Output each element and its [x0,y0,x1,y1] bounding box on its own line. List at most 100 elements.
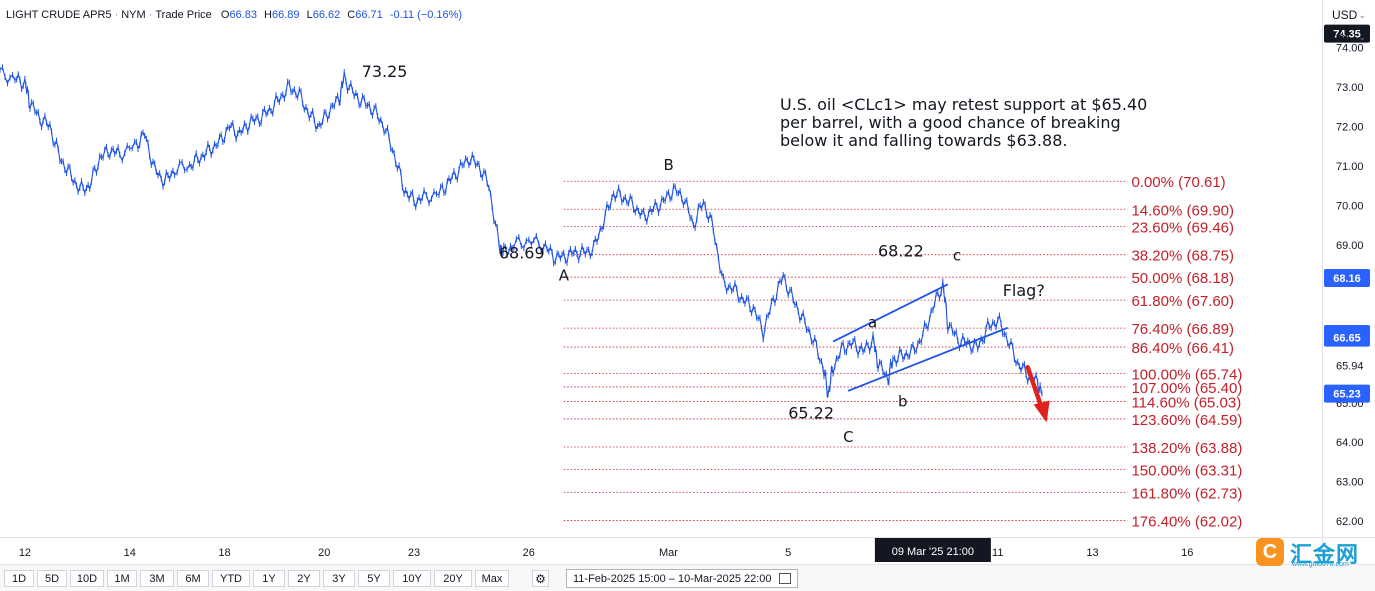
close-value: 66.71 [355,9,383,21]
timeframe-button-5d[interactable]: 5D [37,570,67,587]
fib-level-label: 76.40% (66.89) [1131,321,1234,338]
wave-annotation: B [663,156,673,174]
high-label: H [264,9,272,21]
crosshair-time-label: 09 Mar '25 21:00 [892,546,974,558]
crosshair-time-badge [874,538,991,562]
date-range-text: 11-Feb-2025 15:00 – 10-Mar-2025 22:00 [573,572,772,585]
bottom-toolbar: 1D 5D 10D 1M 3M 6M YTD 1Y 2Y 3Y 5Y 10Y 20Y Max ⚙ 11-F… [0,564,1375,591]
x-tick-label: Mar [659,547,678,559]
fib-level-label: 14.60% (69.90) [1131,202,1234,219]
logo-url: www.gold678.com [1292,561,1349,568]
timeframe-button-max[interactable]: Max [475,570,509,587]
timeframe-button-3m[interactable]: 3M [140,570,174,587]
price-axis-badge [1324,24,1370,43]
timeframe-button-10y[interactable]: 10Y [393,570,431,587]
currency-select[interactable]: USD ⌄ [1328,6,1370,24]
unit-select[interactable]: bbl ⌄ [1328,28,1370,46]
price-axis-badge-label: 74.35 [1333,29,1361,41]
x-tick-label: 13 [1086,547,1098,559]
y-tick-label: 62.00 [1336,516,1364,528]
open-value: 66.83 [229,9,257,21]
timeframe-button-ytd[interactable]: YTD [212,570,250,587]
y-tick-label: 72.00 [1336,121,1364,133]
wave-annotation: c [953,247,961,265]
fib-level-label: 38.20% (68.75) [1131,248,1234,265]
date-range-picker[interactable]: 11-Feb-2025 15:00 – 10-Mar-2025 22:00 [566,569,798,588]
brand-logo: C 汇金网 www.gold678.com [1252,535,1362,569]
price-axis-badge-label: 65.23 [1333,389,1361,401]
fib-level-label: 176.40% (62.02) [1131,513,1242,530]
wave-annotation: A [559,266,570,284]
fib-level-label: 50.00% (68.18) [1131,270,1234,287]
gear-icon[interactable]: ⚙ [532,570,549,587]
timeframe-button-5y[interactable]: 5Y [358,570,390,587]
wave-annotation: 73.25 [362,62,408,81]
fib-level-label: 23.60% (69.46) [1131,220,1234,237]
analysis-note-line: below it and falling towards $63.88. [780,131,1067,150]
y-tick-label: 63.00 [1336,477,1364,489]
price-axis-badge-label: 68.16 [1333,273,1361,285]
x-tick-label: 12 [19,547,31,559]
x-tick-label: 11 [992,547,1003,559]
high-value: 66.89 [271,9,300,21]
price-axis-badge [1324,384,1370,403]
y-tick-label: 73.00 [1336,82,1364,94]
fib-level-label: 107.00% (65.40) [1131,380,1242,397]
x-tick-label: 18 [218,547,230,559]
timeframe-button-1m[interactable]: 1M [107,570,137,587]
symbol-name[interactable]: LIGHT CRUDE APR5 [6,9,112,21]
x-tick-label: 26 [523,547,535,559]
y-tick-label: 64.00 [1336,437,1364,449]
y-tick-label: 65.94 [1336,361,1364,373]
fib-level-label: 161.80% (62.73) [1131,485,1242,502]
fib-level-label: 138.20% (63.88) [1131,440,1242,457]
low-value: 66.62 [312,9,341,21]
unit-label: bbl [1332,30,1349,44]
low-label: L [306,9,313,21]
down-arrow-icon [1033,400,1050,423]
logo-mark-icon: C [1256,538,1284,566]
x-tick-label: 5 [785,547,791,559]
wave-annotation: b [898,393,908,411]
wave-annotation: C [843,428,853,446]
x-tick-label: 16 [1181,547,1193,559]
wave-annotation: 68.69 [499,244,545,263]
flag-channel-lower [847,326,1009,392]
timeframe-button-1d[interactable]: 1D [4,570,34,587]
price-series-line [0,66,1043,397]
timeframe-button-20y[interactable]: 20Y [434,570,472,587]
fib-level-label: 0.00% (70.61) [1131,174,1225,191]
chevron-down-icon: ⌄ [1358,31,1366,42]
fib-level-label: 61.80% (67.60) [1131,293,1234,310]
wave-annotation: a [868,314,877,332]
timeframe-button-10d[interactable]: 10D [70,570,104,587]
fib-level-label: 86.40% (66.41) [1131,340,1234,357]
timeframe-button-2y[interactable]: 2Y [288,570,320,587]
chevron-down-icon: ⌄ [1358,9,1366,20]
open-label: O [220,9,230,21]
price-type: Trade Price [155,9,212,21]
analysis-note-line: per barrel, with a good chance of breaki… [780,113,1121,132]
y-tick-label: 69.00 [1336,240,1364,252]
timeframe-button-1y[interactable]: 1Y [253,570,285,587]
fib-level-label: 114.60% (65.03) [1131,395,1241,412]
flag-channel-upper [832,283,949,343]
plot-area [0,0,1322,537]
wave-annotation: 65.22 [788,404,834,423]
fib-level-label: 150.00% (63.31) [1131,462,1242,479]
price-axis-badge [1324,268,1370,287]
change-value: -0.11 (−0.16%) [389,9,463,21]
fib-level-label: 123.60% (64.59) [1131,412,1242,429]
close-label: C [347,9,356,21]
y-tick-label: 71.00 [1336,161,1364,173]
timeframe-button-3y[interactable]: 3Y [323,570,355,587]
x-tick-label: 23 [408,547,420,559]
fib-level-label: 100.00% (65.74) [1131,367,1242,384]
chart-header: LIGHT CRUDE APR5 · NYM · Trade Price O66.83 … [6,9,463,21]
price-axis-badge-label: 66.65 [1333,333,1361,345]
analysis-note-line: U.S. oil <CLc1> may retest support at $6… [780,95,1147,114]
x-tick-label: 20 [318,547,330,559]
x-tick-label: 14 [124,547,136,559]
timeframe-button-6m[interactable]: 6M [177,570,209,587]
